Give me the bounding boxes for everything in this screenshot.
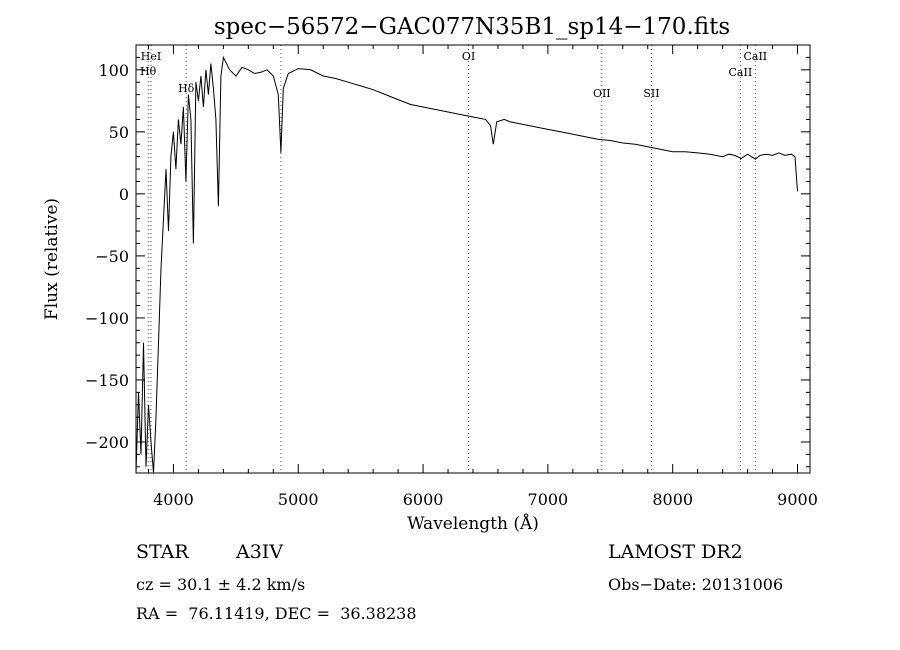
plot-frame: [135, 44, 811, 474]
x-tick-label: 5000: [278, 490, 319, 509]
y-axis: 100 50 0 −50 −100 −150 −200: [85, 44, 810, 468]
x-tick-label: 6000: [403, 490, 444, 509]
y-axis-label: Flux (relative): [42, 198, 62, 320]
spectral-line-label: HeI: [141, 50, 161, 63]
survey-name: LAMOST DR2: [608, 541, 743, 563]
spectral-line-label: OII: [593, 87, 611, 100]
spectral-line-label: Hθ: [140, 65, 157, 78]
y-tick-label: −200: [85, 433, 129, 452]
x-tick-label: 4000: [153, 490, 194, 509]
redshift-cz: cz = 30.1 ± 4.2 km/s: [136, 575, 306, 594]
x-tick-label: 7000: [528, 490, 569, 509]
spectral-line-label: OI: [462, 50, 475, 63]
spectral-subclass: A3IV: [236, 541, 284, 563]
observation-date: Obs−Date: 20131006: [608, 575, 784, 594]
y-tick-label: −100: [85, 309, 129, 328]
y-tick-label: −50: [95, 247, 129, 266]
spectral-line-label: CaII: [729, 66, 753, 79]
chart-title: spec−56572−GAC077N35B1_sp14−170.fits: [214, 14, 730, 40]
x-axis: 4000 5000 6000 7000 8000 9000: [147, 45, 818, 509]
spectral-line-markers: HeI Hθ Hδ OI OII SII CaII CaII: [140, 45, 767, 473]
x-axis-label: Wavelength (Å): [407, 513, 539, 534]
spectral-line-label: Hδ: [178, 82, 195, 95]
x-tick-label: 8000: [652, 490, 693, 509]
y-tick-label: −150: [85, 371, 129, 390]
spectrum-series-line: [135, 55, 798, 474]
coordinates: RA = 76.11419, DEC = 36.38238: [136, 604, 417, 623]
y-tick-label: 100: [98, 61, 129, 80]
object-type: STAR: [136, 541, 189, 563]
y-tick-label: 0: [119, 185, 129, 204]
spectral-line-label: SII: [643, 87, 659, 100]
y-tick-label: 50: [109, 123, 129, 142]
x-tick-label: 9000: [777, 490, 818, 509]
spectral-line-label: CaII: [743, 50, 767, 63]
